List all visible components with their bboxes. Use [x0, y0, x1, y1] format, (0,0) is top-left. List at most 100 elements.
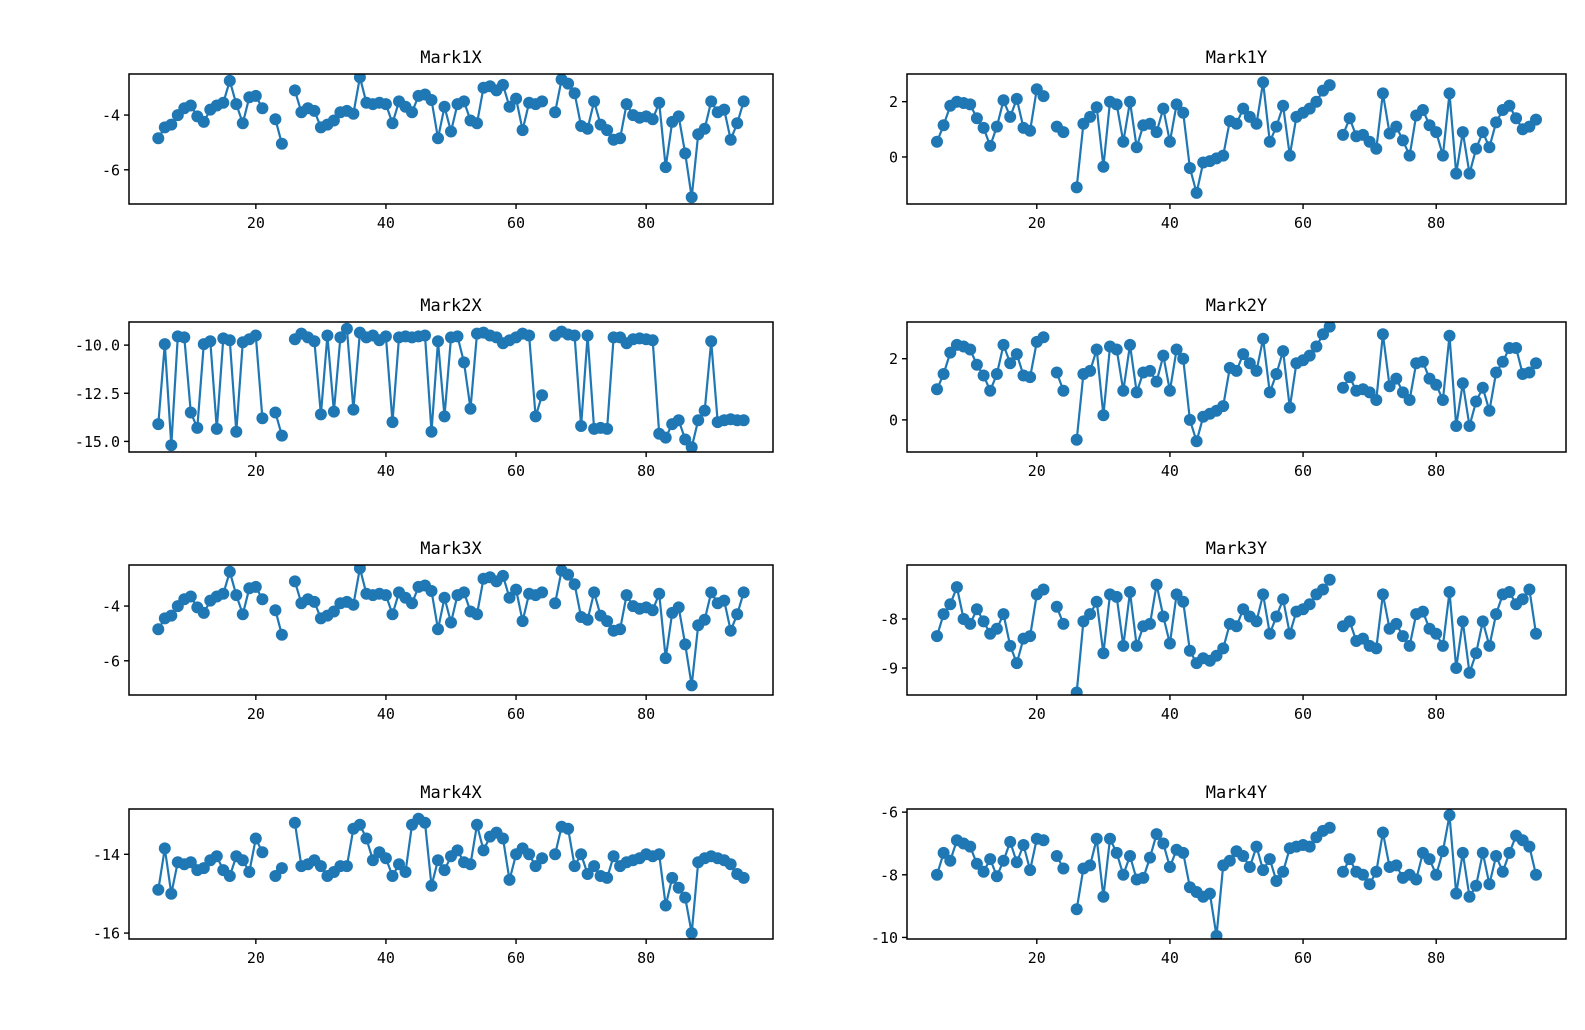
data-point	[451, 330, 464, 343]
data-point	[601, 124, 614, 137]
data-point	[191, 421, 204, 434]
data-point	[1523, 583, 1536, 596]
data-point	[1037, 834, 1050, 847]
data-point	[1523, 840, 1536, 853]
data-point	[1263, 627, 1276, 640]
data-point	[1124, 850, 1136, 862]
data-point	[1530, 627, 1542, 640]
data-point	[1177, 352, 1190, 365]
data-point	[386, 870, 399, 882]
data-point	[425, 879, 438, 892]
data-point	[308, 595, 321, 608]
data-point	[1124, 95, 1136, 108]
data-point	[217, 96, 230, 109]
data-point	[731, 117, 744, 130]
data-point	[1250, 840, 1263, 853]
data-point	[1090, 832, 1103, 845]
data-point	[425, 94, 438, 106]
data-point	[432, 335, 444, 348]
data-point	[1070, 181, 1083, 194]
y-tick-label: -10.0	[75, 337, 120, 355]
x-tick-label: 80	[1427, 214, 1445, 232]
data-point	[1090, 595, 1103, 608]
data-point	[1376, 87, 1389, 100]
data-point	[1097, 160, 1110, 173]
data-point	[379, 330, 392, 343]
chart-mark3y: Mark3Y 20 40 60 80 -8 -9	[880, 539, 1567, 723]
data-point	[1124, 338, 1136, 351]
data-point	[419, 816, 431, 829]
y-tick-label: 0	[889, 411, 898, 429]
data-point	[308, 335, 321, 348]
data-point	[210, 850, 223, 863]
data-point	[1510, 342, 1523, 354]
data-point	[1430, 868, 1443, 881]
chart-title-mark3x: Mark3X	[420, 539, 482, 559]
data-point	[931, 868, 943, 881]
data-point	[1150, 126, 1163, 139]
data-point	[737, 586, 750, 599]
data-point	[347, 403, 360, 416]
data-point	[1263, 853, 1276, 866]
data-point	[653, 96, 666, 109]
data-point	[1370, 642, 1383, 655]
chart-mark1x: Mark1X 20 40 60 80 -4 -6	[102, 48, 774, 232]
data-point	[1270, 610, 1283, 623]
data-point	[614, 132, 627, 145]
data-point	[1037, 331, 1050, 344]
data-point	[1337, 381, 1349, 394]
data-point	[406, 597, 418, 610]
data-point	[230, 98, 243, 111]
axes-box	[128, 808, 774, 940]
data-point	[1104, 832, 1116, 845]
data-point	[1450, 662, 1463, 674]
x-tick-label: 80	[1427, 705, 1445, 723]
data-point	[516, 615, 529, 628]
data-series-mark1x	[152, 74, 750, 204]
data-series-mark4y	[931, 809, 1542, 939]
data-point	[1050, 600, 1063, 613]
data-point	[1070, 433, 1083, 446]
data-point	[425, 425, 438, 438]
data-point	[718, 594, 731, 607]
data-point	[1496, 355, 1509, 368]
x-tick-label: 80	[637, 462, 655, 480]
data-point	[1530, 868, 1542, 881]
data-point	[1510, 112, 1523, 125]
data-point	[581, 613, 594, 626]
data-point	[1337, 865, 1349, 878]
data-point	[536, 95, 549, 108]
data-point	[1530, 357, 1542, 370]
data-point	[1250, 117, 1263, 130]
data-point	[1144, 851, 1156, 864]
x-tick-label: 20	[247, 949, 265, 967]
data-point	[1450, 420, 1463, 432]
data-point	[659, 652, 672, 665]
data-point	[1303, 840, 1316, 853]
data-point	[340, 860, 353, 873]
x-tick-label: 60	[1294, 705, 1312, 723]
data-point	[731, 608, 744, 621]
data-point	[458, 356, 470, 369]
axes-box	[906, 73, 1567, 205]
data-point	[432, 854, 444, 867]
data-point	[659, 431, 672, 444]
data-point	[230, 589, 243, 602]
data-point	[1210, 929, 1223, 939]
data-point	[1110, 846, 1123, 859]
data-point	[1024, 630, 1037, 643]
data-point	[249, 329, 262, 342]
data-point	[1250, 615, 1263, 628]
data-point	[1010, 657, 1023, 670]
data-point	[288, 84, 301, 97]
data-point	[1110, 343, 1123, 356]
data-point	[970, 603, 983, 616]
data-point	[568, 860, 581, 873]
chart-title-mark1x: Mark1X	[420, 48, 482, 68]
data-point	[997, 94, 1010, 107]
data-point	[451, 844, 464, 857]
data-point	[1523, 366, 1536, 379]
x-tick-label: 80	[637, 705, 655, 723]
